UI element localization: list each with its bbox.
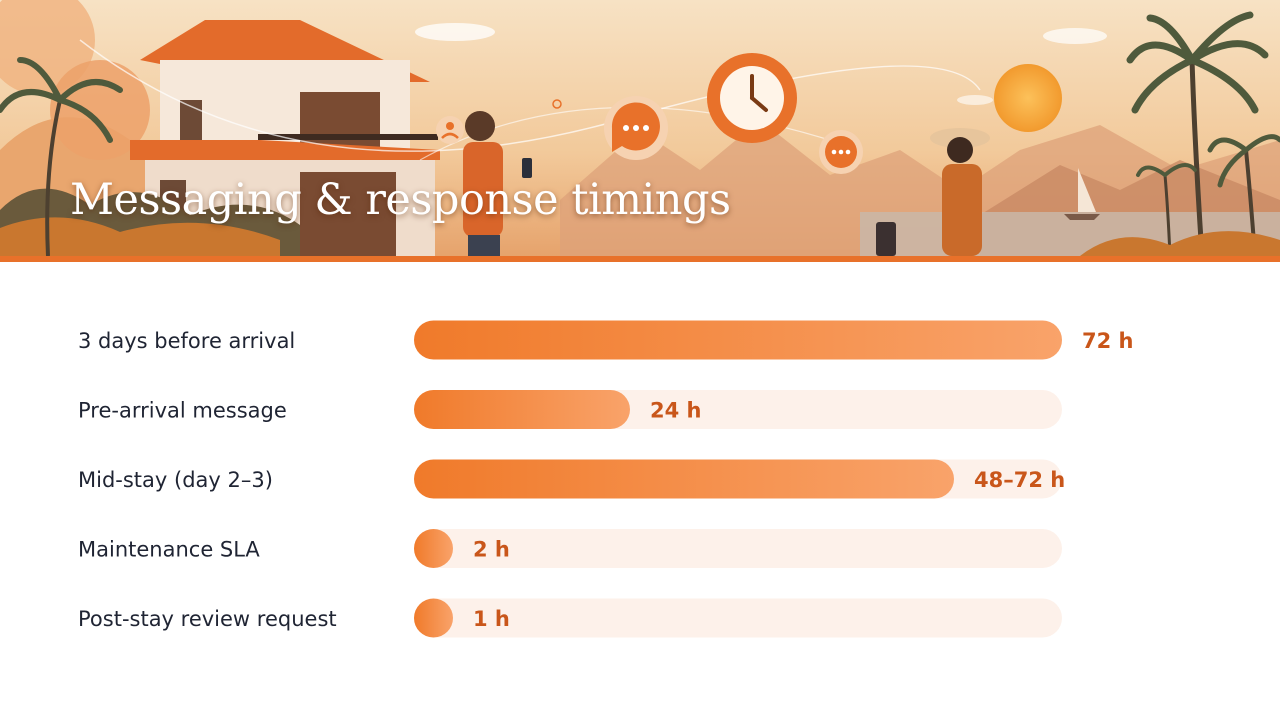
user-badge-icon: [436, 116, 464, 144]
data-label: 48–72 h: [974, 468, 1065, 492]
bar-track: [414, 598, 1062, 638]
bar: [414, 598, 453, 638]
bar: [414, 390, 630, 429]
bar-row: Pre-arrival message 24 h: [78, 390, 1062, 429]
bar-row: 3 days before arrival 72 h: [78, 320, 1134, 360]
header-banner: Messaging & response timings: [0, 0, 1280, 256]
data-label: 72 h: [1082, 329, 1134, 353]
category-label: Pre-arrival message: [78, 399, 287, 423]
bar-row: Post-stay review request 1 h: [78, 598, 1062, 638]
banner-illustration: [0, 0, 1280, 256]
data-label: 1 h: [473, 607, 510, 631]
category-label: Maintenance SLA: [78, 538, 260, 562]
man-figure: [465, 111, 495, 141]
data-label: 2 h: [473, 538, 510, 562]
data-label: 24 h: [650, 399, 702, 423]
bar: [414, 320, 1062, 360]
category-label: Post-stay review request: [78, 607, 337, 631]
chat-bubble-icon: [604, 96, 668, 160]
bar-row: Maintenance SLA 2 h: [78, 529, 1062, 568]
category-label: 3 days before arrival: [78, 329, 295, 353]
bar-track: [414, 529, 1062, 568]
category-label: Mid-stay (day 2–3): [78, 468, 273, 492]
sun-shape: [994, 64, 1062, 132]
bar-row: Mid-stay (day 2–3) 48–72 h: [78, 459, 1065, 499]
banner-divider: [0, 256, 1280, 262]
bar: [414, 529, 453, 568]
chat-bubble-small-icon: [819, 130, 863, 174]
clock-icon: [707, 53, 797, 143]
page-title: Messaging & response timings: [70, 175, 731, 225]
bar: [414, 459, 954, 499]
